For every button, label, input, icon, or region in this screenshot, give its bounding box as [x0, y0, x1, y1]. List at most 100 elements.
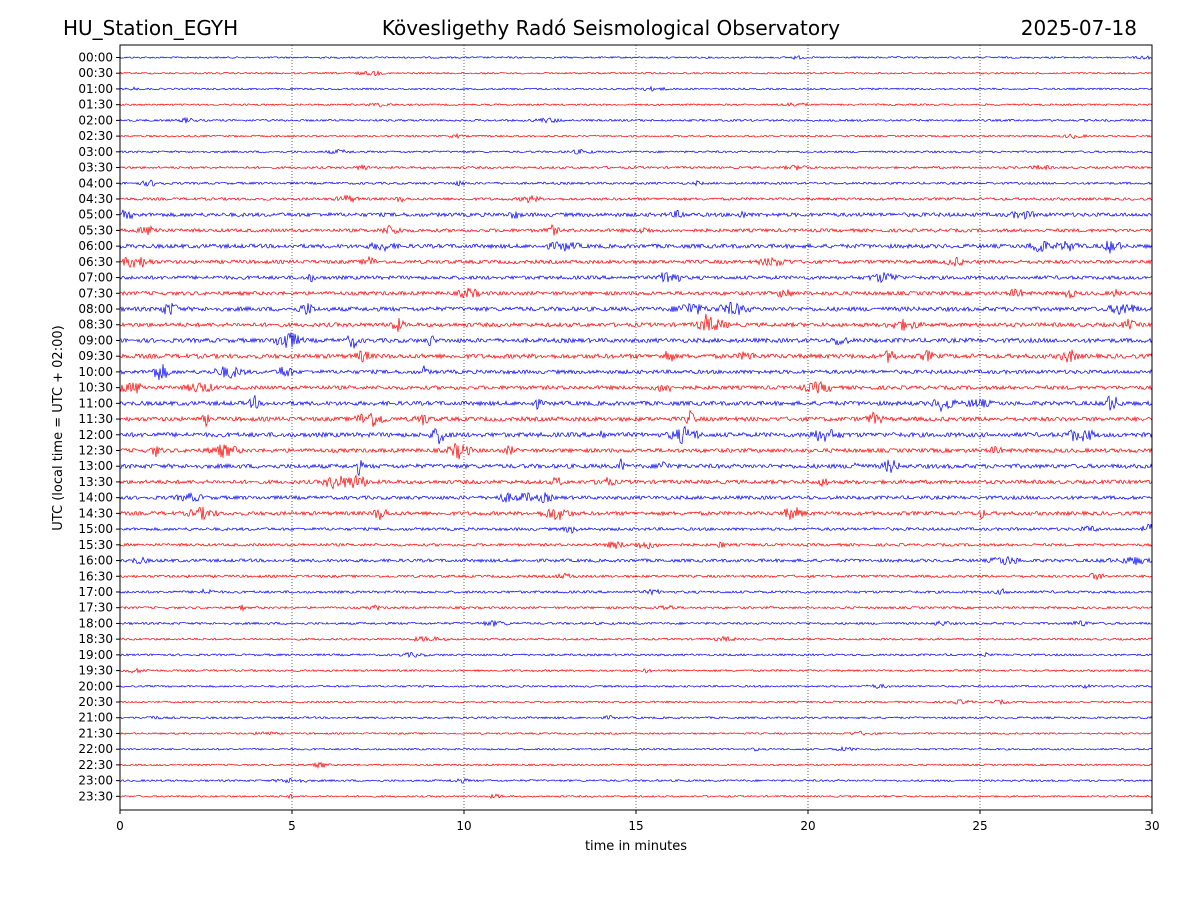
y-tick-label-06:30: 06:30 — [78, 255, 113, 269]
seismogram-traces — [119, 55, 1153, 800]
trace-00:30 — [119, 70, 1153, 77]
trace-03:30 — [119, 163, 1153, 172]
y-tick-label-16:30: 16:30 — [78, 569, 113, 583]
trace-16:30 — [119, 572, 1152, 581]
y-tick-label-15:00: 15:00 — [78, 522, 113, 536]
trace-01:00 — [119, 85, 1153, 92]
trace-05:30 — [119, 223, 1153, 236]
trace-15:30 — [119, 540, 1153, 550]
trace-18:30 — [119, 635, 1153, 643]
y-tick-label-09:30: 09:30 — [78, 349, 113, 363]
y-tick-label-02:00: 02:00 — [78, 113, 113, 127]
y-tick-label-11:30: 11:30 — [78, 412, 113, 426]
trace-07:30 — [119, 287, 1153, 299]
y-tick-label-00:30: 00:30 — [78, 66, 113, 80]
trace-17:00 — [119, 588, 1153, 596]
y-tick-label-09:00: 09:00 — [78, 333, 113, 347]
trace-14:00 — [119, 492, 1153, 504]
y-tick-label-19:00: 19:00 — [78, 648, 113, 662]
y-tick-label-13:30: 13:30 — [78, 475, 113, 489]
y-tick-label-02:30: 02:30 — [78, 129, 113, 143]
y-tick-label-01:00: 01:00 — [78, 82, 113, 96]
trace-16:00 — [119, 555, 1153, 566]
trace-19:00 — [119, 651, 1153, 658]
y-tick-label-06:00: 06:00 — [78, 239, 113, 253]
y-tick-label-10:30: 10:30 — [78, 381, 113, 395]
y-tick-label-03:30: 03:30 — [78, 161, 113, 175]
trace-11:00 — [119, 395, 1153, 413]
y-tick-label-22:30: 22:30 — [78, 758, 113, 772]
y-tick-label-23:30: 23:30 — [78, 789, 113, 803]
y-tick-label-20:00: 20:00 — [78, 679, 113, 693]
y-tick-label-12:00: 12:00 — [78, 428, 113, 442]
trace-09:30 — [119, 349, 1153, 363]
trace-15:00 — [119, 523, 1153, 535]
y-tick-label-18:30: 18:30 — [78, 632, 113, 646]
date-title: 2025-07-18 — [1021, 16, 1137, 40]
x-tick-labels: 0 5 10 15 20 25 30 — [116, 810, 1160, 833]
trace-13:30 — [119, 474, 1153, 490]
y-tick-label-22:00: 22:00 — [78, 742, 113, 756]
observatory-title: Kövesligethy Radó Seismological Observat… — [382, 16, 840, 40]
trace-05:00 — [119, 209, 1153, 220]
trace-20:00 — [119, 683, 1153, 690]
trace-19:30 — [119, 667, 1153, 674]
trace-23:30 — [119, 793, 1153, 800]
y-tick-label-17:00: 17:00 — [78, 585, 113, 599]
x-tick-label-30: 30 — [1144, 819, 1159, 833]
trace-08:30 — [119, 313, 1153, 333]
x-tick-label-0: 0 — [116, 819, 124, 833]
x-axis-label: time in minutes — [585, 839, 687, 854]
y-tick-label-11:00: 11:00 — [78, 396, 113, 410]
trace-22:30 — [119, 761, 1153, 769]
trace-10:00 — [119, 364, 1153, 381]
y-tick-label-10:00: 10:00 — [78, 365, 113, 379]
x-tick-label-5: 5 — [288, 819, 296, 833]
trace-04:00 — [119, 179, 1153, 187]
trace-02:30 — [119, 132, 1153, 140]
trace-21:00 — [119, 715, 1153, 720]
y-tick-label-19:30: 19:30 — [78, 664, 113, 678]
trace-12:00 — [119, 425, 1153, 445]
plot-frame — [119, 44, 1153, 811]
vertical-gridlines — [291, 45, 981, 810]
trace-10:30 — [119, 380, 1153, 394]
x-tick-label-15: 15 — [628, 819, 643, 833]
y-tick-label-15:30: 15:30 — [78, 538, 113, 552]
trace-07:00 — [119, 272, 1153, 284]
trace-11:30 — [119, 409, 1153, 428]
y-tick-label-12:30: 12:30 — [78, 444, 113, 458]
y-tick-label-04:00: 04:00 — [78, 176, 113, 190]
x-tick-label-20: 20 — [800, 819, 815, 833]
y-tick-label-07:00: 07:00 — [78, 271, 113, 285]
trace-13:00 — [119, 458, 1153, 477]
y-tick-label-04:30: 04:30 — [78, 192, 113, 206]
trace-03:00 — [119, 148, 1153, 155]
y-tick-label-16:00: 16:00 — [78, 554, 113, 568]
trace-23:00 — [119, 777, 1153, 784]
trace-02:00 — [119, 116, 1153, 124]
y-tick-label-14:30: 14:30 — [78, 506, 113, 520]
y-tick-label-17:30: 17:30 — [78, 601, 113, 615]
trace-22:00 — [119, 745, 1153, 752]
y-tick-label-13:00: 13:00 — [78, 459, 113, 473]
x-tick-label-25: 25 — [972, 819, 987, 833]
y-tick-label-08:30: 08:30 — [78, 318, 113, 332]
trace-04:30 — [119, 194, 1153, 204]
y-tick-label-00:00: 00:00 — [78, 51, 113, 65]
trace-18:00 — [119, 619, 1153, 627]
y-tick-label-05:00: 05:00 — [78, 208, 113, 222]
y-tick-label-20:30: 20:30 — [78, 695, 113, 709]
y-tick-label-07:30: 07:30 — [78, 286, 113, 300]
trace-06:00 — [119, 240, 1153, 254]
trace-08:00 — [119, 301, 1153, 316]
trace-21:30 — [119, 730, 1153, 736]
x-tick-label-10: 10 — [456, 819, 471, 833]
trace-12:30 — [119, 442, 1153, 460]
y-tick-label-08:00: 08:00 — [78, 302, 113, 316]
trace-01:30 — [119, 102, 1153, 108]
y-tick-label-05:30: 05:30 — [78, 223, 113, 237]
y-tick-label-14:00: 14:00 — [78, 491, 113, 505]
trace-20:30 — [119, 698, 1153, 706]
